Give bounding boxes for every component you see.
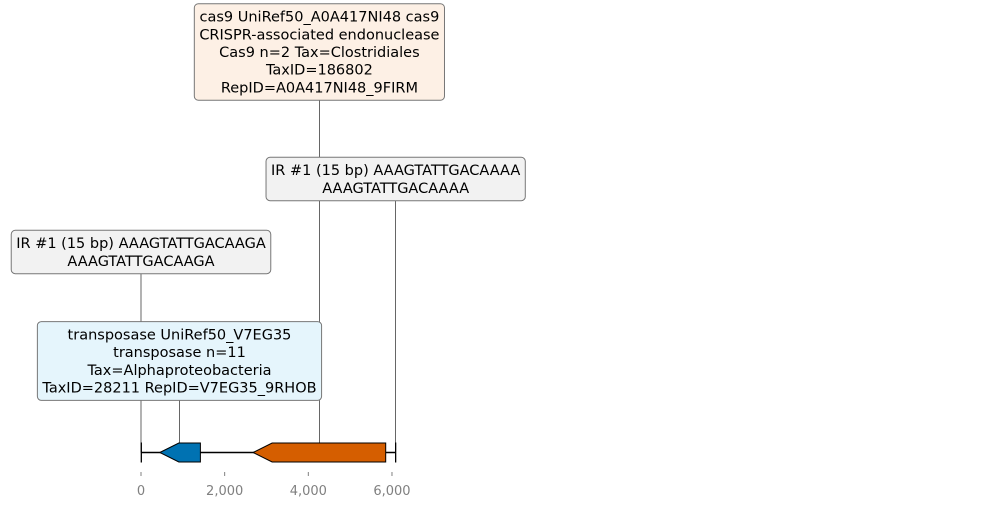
label-box-ir-right[interactable]: IR #1 (15 bp) AAAGTATTGACAAAA AAAGTATTGAC… [265,156,526,202]
feature-transposase[interactable] [158,442,201,463]
label-box-ir-left[interactable]: IR #1 (15 bp) AAAGTATTGACAAGA AAAGTATTGAC… [10,229,272,275]
gene-features [140,442,397,463]
label-box-frame [10,229,272,275]
label-box-frame [193,3,445,101]
label-box-transposase[interactable]: transposase UniRef50_V7EG35 transposase n… [36,321,323,401]
label-line: cas9 UniRef50_A0A417NI48 cas9 [200,10,440,26]
label-line: Cas9 n=2 Tax=Clostridiales [219,45,420,61]
x-tick-label: 0 [137,484,145,499]
label-line: AAAGTATTGACAAAA [322,181,469,197]
feature-cas9[interactable] [251,442,387,463]
x-tick-label: 6,000 [373,484,410,499]
x-axis: 0 2,000 4,000 6,000 [137,472,411,499]
label-line: RepID=A0A417NI48_9FIRM [221,80,418,96]
label-line: IR #1 (15 bp) AAAGTATTGACAAGA [16,236,266,252]
label-line: TaxID=28211 RepID=V7EG35_9RHOB [41,381,316,397]
label-box-frame [36,321,323,401]
label-line: Tax=Alphaproteobacteria [86,363,271,379]
x-tick-label: 4,000 [290,484,327,499]
label-line: AAAGTATTGACAAGA [67,254,214,270]
feature-labels: transposase UniRef50_V7EG35 transposase n… [10,3,526,401]
label-box-cas9[interactable]: cas9 UniRef50_A0A417NI48 cas9CRISPR-asso… [193,3,445,101]
x-tick-label: 2,000 [206,484,243,499]
label-box-frame [265,156,526,202]
label-line: TaxID=186802 [265,63,373,79]
label-line: IR #1 (15 bp) AAAGTATTGACAAAA [271,163,520,179]
label-line: transposase UniRef50_V7EG35 [68,327,292,343]
label-line: transposase n=11 [113,345,246,361]
label-line: CRISPR-associated endonuclease [199,27,439,43]
